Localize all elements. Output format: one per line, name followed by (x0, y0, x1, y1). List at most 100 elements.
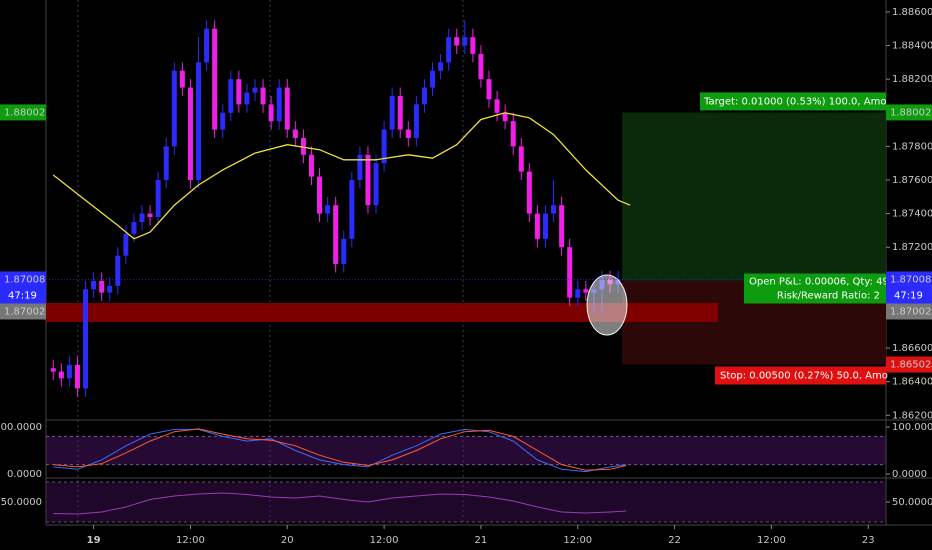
x-tick-label: 12:00 (370, 535, 399, 546)
indicator-line (53, 428, 627, 471)
highlight (586, 274, 628, 336)
x-tick-label: 23 (862, 535, 875, 546)
y-tick-label: 1.88400 (892, 41, 932, 52)
countdown: 47:19 (894, 290, 923, 301)
candle-body (179, 70, 185, 88)
target-label: Target: 0.01000 (0.53%) 100.0, Amo (703, 96, 886, 107)
y-tick-label: 1.86400 (892, 377, 932, 388)
y-tick-label: 100.0000 (0, 422, 42, 433)
candle-body (228, 79, 234, 113)
candle-body (389, 95, 395, 130)
x-tick-label: 19 (87, 535, 101, 546)
candle-body (276, 87, 282, 122)
candle-body (341, 238, 347, 265)
candle-body (518, 146, 524, 172)
candle-body (438, 62, 444, 71)
rr-label: Risk/Reward Ratio: 2 (777, 291, 880, 302)
y-tick-label: 1.86200 (892, 410, 932, 421)
candle-body (405, 129, 411, 138)
price-tag-label: 1.87002 (4, 306, 45, 317)
price-tag (886, 104, 932, 121)
price-tag (0, 271, 46, 288)
stop-label-bg (715, 366, 886, 385)
price-tag-label: 1.87002 (890, 306, 931, 317)
candle-body (268, 104, 274, 122)
candle-body (478, 53, 484, 80)
candle-body (252, 87, 258, 93)
candle-body (260, 87, 266, 105)
candle-body (147, 213, 153, 217)
price-tag-label: 1.88002 (4, 107, 45, 118)
price-tag-label: 1.86502 (890, 360, 931, 371)
candle-body (357, 154, 363, 180)
candle-body (107, 285, 113, 293)
pnl-label: Open P&L: 0.00006, Qty: 49 (749, 277, 889, 288)
candle-body (115, 255, 121, 286)
candle-body (204, 28, 210, 63)
price-tag-label: 1.87008 (890, 274, 931, 285)
y-tick-label: 1.88600 (892, 7, 932, 18)
candle-body (196, 62, 202, 181)
y-tick-label: 50.0000 (892, 497, 932, 508)
candle-body (575, 289, 581, 298)
y-tick-label: 1.87600 (892, 175, 932, 186)
candle-body (50, 368, 56, 372)
y-tick-label: 1.87400 (892, 209, 932, 220)
candle-body (333, 205, 339, 265)
countdown: 47:19 (8, 290, 37, 301)
candle-body (502, 112, 508, 122)
candle-body (534, 213, 540, 239)
candle-body (155, 180, 161, 217)
candle-body (212, 28, 218, 130)
y-tick-label: 0.0000 (7, 469, 42, 480)
target-label-bg (700, 92, 886, 111)
y-tick-label: 100.0000 (892, 422, 932, 433)
price-tag (0, 104, 46, 121)
candle-body (99, 280, 105, 293)
y-tick-label: 50.0000 (1, 497, 42, 508)
candle-body (413, 104, 419, 138)
x-tick-label: 12:00 (176, 535, 205, 546)
target-zone (622, 112, 886, 281)
candle-body (559, 205, 565, 248)
candle-body (421, 87, 427, 105)
candle-body (123, 233, 129, 256)
band-fill (46, 436, 886, 465)
stop-label: Stop: 0.00500 (0.27%) 50.0, Amo (720, 371, 888, 382)
candle-body (349, 180, 355, 239)
candle-body (373, 163, 379, 206)
candle-body (583, 289, 589, 293)
x-tick-label: 20 (281, 535, 294, 546)
candle-body (551, 205, 557, 214)
price-tag (886, 303, 932, 320)
candle-body (74, 364, 80, 389)
indicator-line (53, 428, 627, 473)
x-tick-label: 12:00 (757, 535, 786, 546)
candle-body (526, 171, 532, 214)
moving-average (52, 112, 631, 240)
candle-body (66, 364, 72, 379)
price-tag (886, 271, 932, 288)
candle-body (317, 176, 323, 214)
candle-body (494, 99, 500, 113)
y-tick-label: 1.87200 (892, 242, 932, 253)
y-tick-label: 1.86600 (892, 343, 932, 354)
x-tick-label: 21 (475, 535, 488, 546)
candle-body (244, 92, 250, 105)
candle-body (163, 146, 169, 180)
pnl-label-bg (744, 273, 886, 304)
price-tag-label: 1.87008 (4, 274, 45, 285)
pane-fill (46, 482, 886, 522)
x-tick-label: 12:00 (563, 535, 592, 546)
candle-body (187, 87, 193, 180)
candle-body (470, 37, 476, 54)
countdown-bg (886, 287, 932, 304)
candle-body (83, 289, 89, 389)
candle-body (462, 37, 468, 46)
candle-body (300, 137, 306, 155)
y-tick-label: 0.0000 (892, 469, 927, 480)
candle-body (397, 95, 403, 130)
candle-body (542, 213, 548, 239)
candle-body (58, 371, 64, 379)
